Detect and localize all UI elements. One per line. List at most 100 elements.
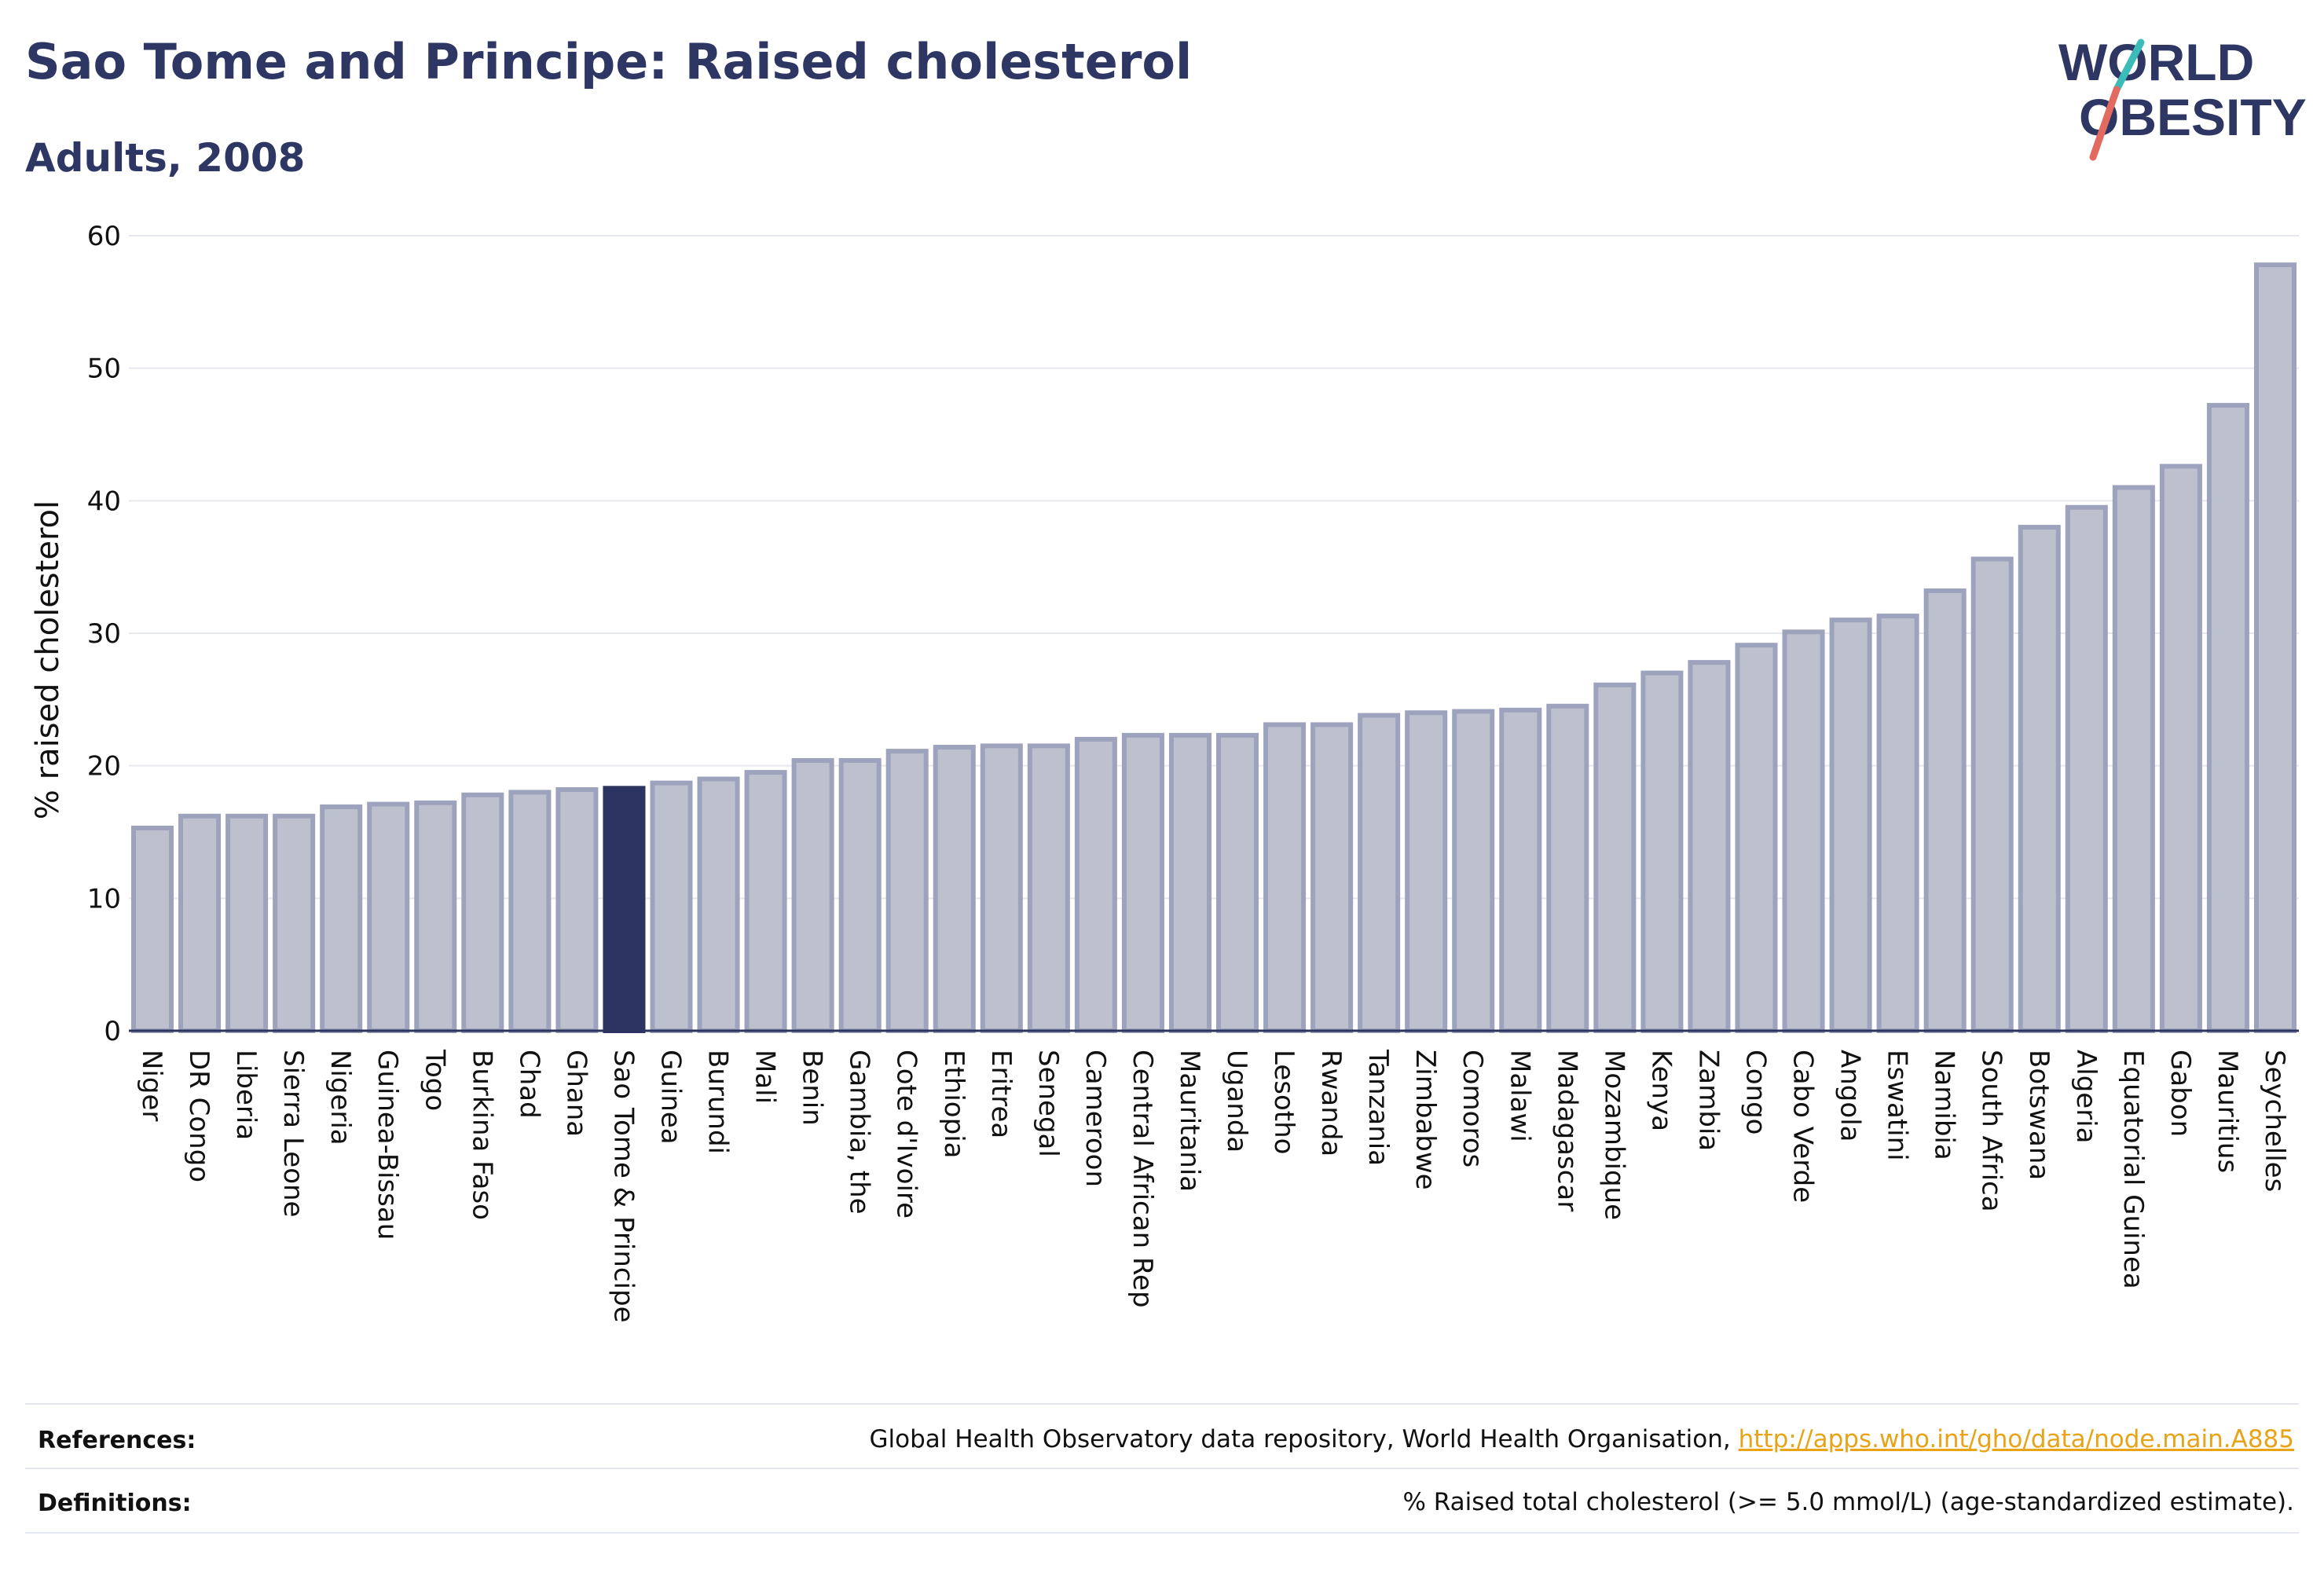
x-tick-label: Rwanda — [1315, 1050, 1347, 1156]
bar-benin[interactable] — [791, 757, 834, 1033]
y-tick-label: 20 — [87, 751, 121, 783]
bar-south-africa[interactable] — [1970, 556, 2014, 1033]
x-tick-label: Botswana — [2023, 1050, 2055, 1180]
x-tick-label: South Africa — [1976, 1050, 2007, 1212]
bar-equatorial-guinea[interactable] — [2112, 485, 2155, 1033]
bar-tanzania[interactable] — [1358, 713, 1401, 1033]
bar-mali[interactable] — [744, 770, 787, 1033]
logo-slash-red — [2089, 86, 2121, 161]
bar-mozambique[interactable] — [1593, 682, 1637, 1034]
x-tick-label: Seychelles — [2259, 1050, 2290, 1192]
bar-angola[interactable] — [1829, 618, 1872, 1033]
x-tick-label: Uganda — [1221, 1050, 1252, 1153]
bar-dr-congo[interactable] — [178, 813, 222, 1033]
y-tick-label: 0 — [104, 1016, 121, 1047]
bar-congo[interactable] — [1735, 643, 1778, 1033]
x-tick-label: Benin — [797, 1050, 828, 1126]
references-text: Global Health Observatory data repositor… — [870, 1425, 2294, 1453]
x-tick-label: Zambia — [1692, 1050, 1724, 1151]
bar-comoros[interactable] — [1452, 709, 1495, 1033]
x-tick-label: Lesotho — [1268, 1050, 1299, 1154]
bar-burkina-faso[interactable] — [461, 792, 504, 1033]
x-tick-label: Malawi — [1504, 1050, 1535, 1142]
x-tick-label: Sao Tome & Principe — [607, 1050, 639, 1323]
bar-ethiopia[interactable] — [933, 745, 976, 1033]
y-tick-label: 30 — [87, 618, 121, 650]
x-tick-label: Namibia — [1929, 1050, 1960, 1160]
x-tick-label: Guinea — [655, 1050, 687, 1145]
bar-ghana[interactable] — [555, 787, 599, 1033]
x-tick-label: Eswatini — [1882, 1050, 1913, 1161]
x-tick-label: Burkina Faso — [466, 1050, 497, 1220]
x-tick-label: Comoros — [1457, 1050, 1488, 1167]
bar-malawi[interactable] — [1499, 707, 1542, 1033]
bar-guinea[interactable] — [650, 780, 693, 1033]
bar-uganda[interactable] — [1216, 732, 1259, 1034]
bar-eritrea[interactable] — [980, 743, 1023, 1033]
references-source: Global Health Observatory data repositor… — [869, 1425, 1739, 1453]
references-link[interactable]: http://apps.who.int/gho/data/node.main.A… — [1738, 1425, 2294, 1453]
x-tick-label: Senegal — [1032, 1050, 1064, 1157]
footer-divider-middle — [25, 1468, 2299, 1469]
footer-divider-bottom — [25, 1532, 2299, 1534]
bar-togo[interactable] — [414, 800, 457, 1033]
bar-namibia[interactable] — [1923, 588, 1967, 1033]
chart-subtitle: Adults, 2008 — [25, 135, 306, 181]
bar-senegal[interactable] — [1027, 743, 1070, 1033]
x-tick-label: Mauritania — [1174, 1050, 1205, 1192]
x-tick-label: Eritrea — [985, 1050, 1017, 1138]
bar-lesotho[interactable] — [1263, 722, 1307, 1033]
bar-rwanda[interactable] — [1310, 722, 1354, 1033]
x-tick-label: Angola — [1835, 1050, 1866, 1142]
bar-zimbabwe[interactable] — [1405, 710, 1448, 1033]
bar-cabo-verde[interactable] — [1782, 629, 1825, 1034]
x-tick-label: Congo — [1740, 1050, 1772, 1134]
y-axis-label: % raised cholesterol — [30, 500, 66, 819]
bar-guinea-bissau[interactable] — [367, 801, 410, 1034]
x-tick-label: Equatorial Guinea — [2117, 1050, 2149, 1289]
x-tick-label: Nigeria — [324, 1050, 356, 1145]
x-tick-label: Mali — [750, 1050, 781, 1104]
x-tick-label: Cameroon — [1080, 1050, 1111, 1187]
x-tick-label: Mozambique — [1598, 1050, 1629, 1220]
bar-seychelles[interactable] — [2253, 262, 2297, 1033]
bar-liberia[interactable] — [225, 813, 269, 1033]
x-tick-label: Mauritius — [2212, 1050, 2243, 1173]
bar-botswana[interactable] — [2018, 525, 2061, 1033]
x-tick-label: Madagascar — [1551, 1050, 1582, 1211]
bar-chad[interactable] — [508, 790, 552, 1034]
bar-eswatini[interactable] — [1876, 614, 1919, 1033]
chart-title: Sao Tome and Principe: Raised cholestero… — [25, 33, 1193, 90]
definitions-label: Definitions: — [38, 1490, 192, 1517]
x-tick-label: Gabon — [2165, 1050, 2196, 1137]
tick-labels: 0 10 20 30 40 50 60 Niger DR Congo Liberia Sierra … — [87, 221, 2290, 1323]
bar-mauritius[interactable] — [2206, 402, 2249, 1033]
bar-zambia[interactable] — [1688, 660, 1731, 1034]
x-tick-label: Cabo Verde — [1787, 1050, 1819, 1203]
bar-cote-d-ivoire[interactable] — [885, 749, 929, 1033]
bar-gabon[interactable] — [2159, 464, 2202, 1033]
world-obesity-logo[interactable]: WORLD OBESITY — [2051, 24, 2310, 165]
bar-burundi[interactable] — [697, 776, 740, 1033]
bar-sierra-leone[interactable] — [273, 813, 316, 1033]
bar-mauritania[interactable] — [1168, 732, 1211, 1034]
x-tick-label: Algeria — [2070, 1050, 2102, 1143]
bar-sao-tome-principe[interactable] — [603, 786, 646, 1034]
logo-line1: WORLD — [2058, 33, 2254, 91]
x-tick-label: Ghana — [560, 1050, 592, 1137]
references-label: References: — [38, 1427, 196, 1454]
bar-cameroon[interactable] — [1074, 736, 1117, 1034]
x-tick-label: Liberia — [230, 1050, 262, 1140]
bar-madagascar[interactable] — [1546, 703, 1589, 1033]
bar-central-african-rep[interactable] — [1121, 732, 1164, 1034]
bar-chart: 0 10 20 30 40 50 60 Niger DR Congo Liberia Sierra … — [30, 221, 2299, 1323]
y-tick-label: 50 — [87, 354, 121, 385]
definitions-text: % Raised total cholesterol (>= 5.0 mmol/… — [1402, 1488, 2294, 1516]
x-tick-label: Togo — [419, 1049, 450, 1111]
bar-algeria[interactable] — [2065, 504, 2108, 1033]
bar-niger[interactable] — [131, 825, 174, 1033]
bar-kenya[interactable] — [1640, 670, 1684, 1033]
bar-nigeria[interactable] — [320, 804, 363, 1034]
x-tick-label: Cote d'Ivoire — [891, 1050, 922, 1219]
bar-gambia-the[interactable] — [838, 757, 882, 1033]
